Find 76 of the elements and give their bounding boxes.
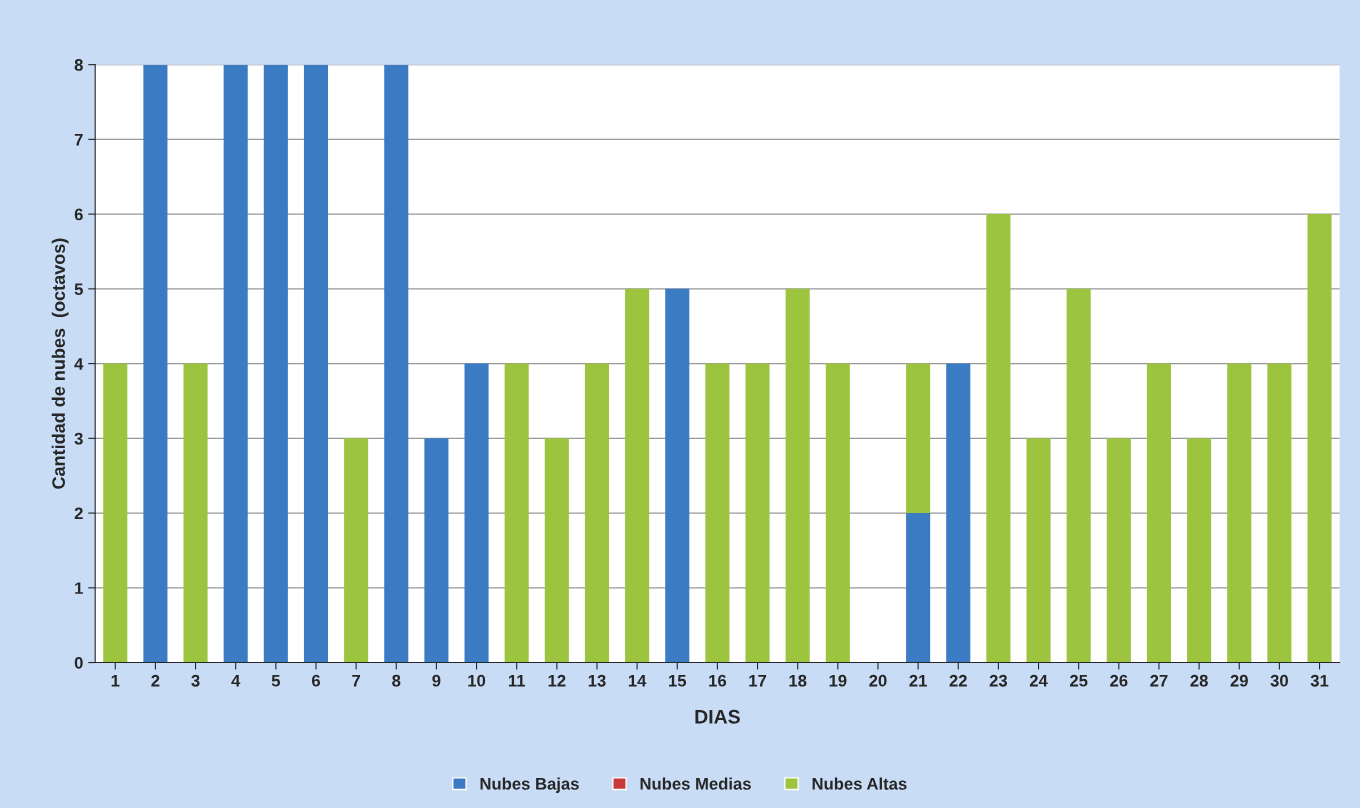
x-tick-label: 8	[392, 674, 401, 687]
bar	[825, 363, 850, 663]
bar	[665, 288, 690, 663]
bar	[946, 363, 971, 663]
x-tick-label: 13	[588, 674, 606, 687]
y-axis-title: Cantidad de nubes (octavos)	[51, 238, 69, 489]
y-tick-label: 8	[74, 59, 83, 71]
x-tick-label: 24	[1029, 674, 1048, 687]
x-tick-label: 4	[231, 674, 241, 687]
x-tick-label: 22	[949, 674, 967, 687]
x-tick-label: 30	[1270, 674, 1288, 687]
y-tick-label: 7	[74, 133, 83, 146]
x-tick-label: 28	[1190, 674, 1208, 687]
x-tick-label: 6	[311, 674, 321, 687]
bar	[223, 64, 248, 663]
bar	[384, 64, 409, 663]
bar	[785, 288, 810, 663]
x-tick-label: 2	[151, 674, 160, 687]
bar	[143, 64, 168, 663]
x-tick-label: 26	[1110, 674, 1128, 687]
legend-label: Nubes Bajas	[480, 777, 579, 793]
x-tick-label: 3	[191, 674, 200, 687]
bar	[584, 363, 610, 663]
x-tick-label: 1	[111, 674, 120, 687]
bar	[986, 214, 1011, 663]
bar	[1267, 363, 1292, 663]
x-tick-label: 11	[508, 674, 526, 687]
x-tick-label: 27	[1150, 674, 1168, 687]
bar	[464, 363, 489, 663]
bar	[303, 64, 329, 663]
x-tick-label: 20	[869, 674, 887, 687]
x-tick-label: 9	[432, 674, 441, 687]
bar	[344, 438, 369, 663]
legend-label: Nubes Medias	[640, 777, 751, 790]
y-tick-label: 6	[74, 208, 83, 221]
x-tick-label: 5	[271, 674, 281, 687]
bar	[1106, 438, 1131, 663]
x-tick-label: 17	[749, 674, 767, 687]
bar	[1227, 363, 1252, 663]
x-tick-label: 31	[1310, 674, 1329, 687]
x-tick-label: 12	[548, 674, 566, 687]
y-tick-label: 1	[75, 582, 83, 594]
bar	[424, 438, 449, 663]
x-tick-label: 14	[628, 674, 647, 687]
x-tick-label: 7	[352, 674, 361, 687]
bar	[745, 363, 770, 663]
bar	[504, 363, 529, 663]
y-tick-label: 5	[74, 283, 83, 296]
x-tick-label: 10	[468, 674, 486, 687]
bar	[1187, 438, 1212, 663]
bar	[263, 64, 288, 663]
bar	[1026, 438, 1051, 663]
bar	[103, 363, 128, 663]
y-tick-label: 2	[74, 507, 83, 520]
bar	[906, 363, 931, 514]
bar	[183, 363, 208, 663]
bar	[1066, 288, 1091, 663]
x-tick-label: 16	[709, 674, 727, 687]
y-tick-label: 0	[74, 656, 83, 669]
bar	[625, 288, 650, 663]
y-tick-label: 4	[74, 358, 84, 370]
legend-label: Nubes Altas	[812, 777, 907, 790]
bar	[1307, 214, 1332, 663]
x-tick-label: 29	[1230, 674, 1248, 687]
x-tick-label: 18	[789, 674, 807, 687]
bar	[906, 513, 931, 663]
x-tick-label: 23	[989, 674, 1008, 687]
x-axis-title: DIAS	[695, 709, 740, 724]
bar	[705, 363, 730, 663]
x-tick-label: 21	[909, 674, 927, 687]
x-tick-label: 25	[1069, 674, 1088, 687]
y-tick-label: 3	[74, 432, 83, 445]
x-tick-label: 19	[829, 674, 847, 687]
bar	[544, 438, 569, 663]
bar	[1146, 363, 1171, 663]
x-tick-label: 15	[669, 674, 687, 687]
